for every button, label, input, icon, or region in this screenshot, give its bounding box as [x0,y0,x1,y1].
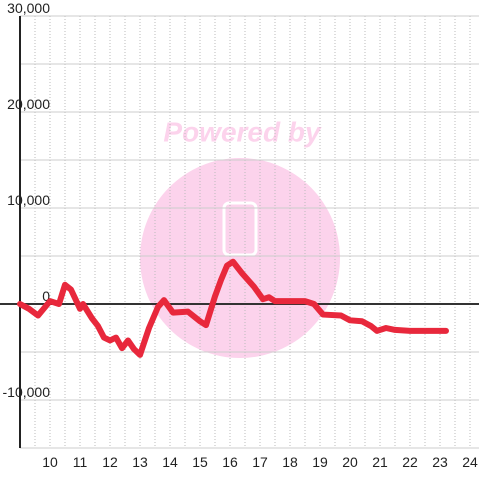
y-tick-label: 0 [42,288,50,304]
x-tick-label: 12 [102,454,118,470]
x-tick-label: 17 [252,454,268,470]
x-tick-label: 14 [162,454,178,470]
x-tick-label: 18 [282,454,298,470]
watermark-logo [222,201,258,257]
x-tick-label: 19 [312,454,328,470]
x-tick-label: 11 [73,454,88,470]
watermark: Powered by [140,116,340,358]
x-tick-label: 23 [432,454,448,470]
plot: -10,000 0 10,000 20,000 30,000 10 11 12 13 14 15 16… [0,0,479,470]
x-tick-label: 22 [402,454,418,470]
x-tick-label: 16 [222,454,238,470]
x-tick-label: 24 [462,454,478,470]
x-tick-label: 15 [192,454,208,470]
x-tick-label: 13 [132,454,148,470]
x-tick-label: 20 [342,454,358,470]
y-tick-label: 10,000 [7,192,50,208]
watermark-text: Powered by [163,116,322,147]
y-tick-label: 30,000 [7,0,50,16]
y-tick-label: -10,000 [3,384,51,400]
y-tick-label: 20,000 [7,96,50,112]
data-line [17,258,449,358]
x-tick-label: 21 [372,454,388,470]
x-tick-label: 10 [42,454,58,470]
